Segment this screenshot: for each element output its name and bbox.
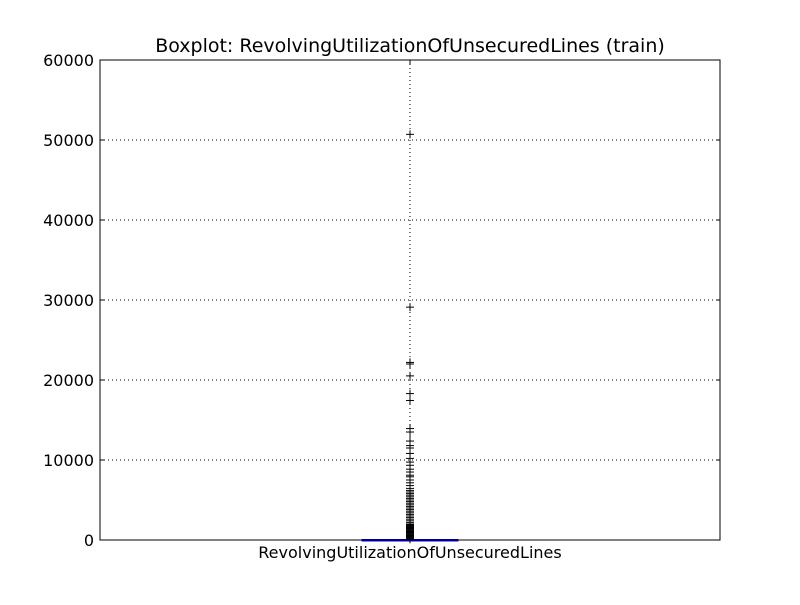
y-tick-label: 30000 <box>43 291 94 310</box>
outlier-point <box>406 396 414 405</box>
outlier-point <box>406 371 414 380</box>
y-tick-label: 0 <box>84 531 94 550</box>
outlier-point <box>406 428 414 437</box>
y-tick-label: 10000 <box>43 451 94 470</box>
outlier-point <box>406 360 414 368</box>
y-tick-label: 60000 <box>43 51 94 70</box>
y-tick-label: 20000 <box>43 371 94 390</box>
tick-layer: 0 10000 20000 30000 40000 50000 60000 <box>43 51 720 550</box>
outlier-point <box>406 130 414 139</box>
x-category-label: RevolvingUtilizationOfUnsecuredLines <box>258 543 561 562</box>
y-tick-label: 40000 <box>43 211 94 230</box>
y-tick-label: 50000 <box>43 131 94 150</box>
outlier-point <box>406 389 414 398</box>
outlier-point <box>406 303 414 312</box>
chart-title: Boxplot: RevolvingUtilizationOfUnsecured… <box>155 35 665 57</box>
